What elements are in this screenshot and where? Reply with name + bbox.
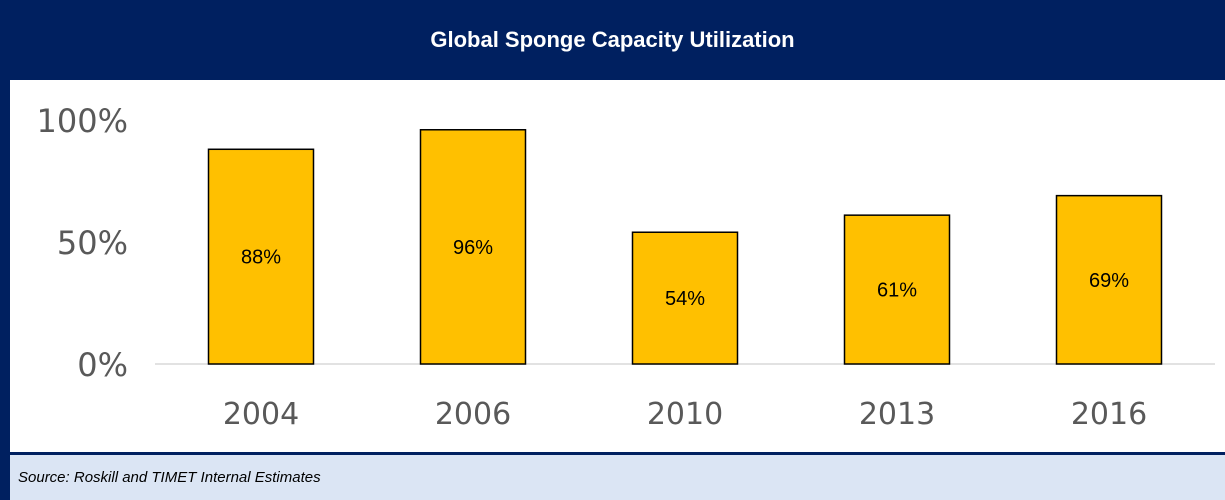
bar-chart: 0%50%100% 88% 96%54% 61% 69% 2004 2006 2010 20…: [37, 102, 1215, 432]
data-label: 69%: [1089, 270, 1129, 292]
bar: [631, 231, 739, 365]
y-tick-label: 100%: [37, 102, 128, 140]
data-label: 96%: [453, 237, 493, 259]
x-tick-label: 2013: [859, 397, 935, 432]
chart-title: Global Sponge Capacity Utilization: [430, 27, 795, 52]
x-tick-label: 2010: [647, 397, 723, 432]
x-tick-label: 2004: [223, 397, 299, 432]
x-tick-label: 2016: [1071, 397, 1147, 432]
bars: [207, 129, 1163, 365]
data-labels: 88% 96% 54% 61% 69%: [241, 237, 1129, 310]
plot-area: 0% 50% 100% 88% 96% 54% 61% 69% 2004 2006 2010 20…: [10, 80, 1225, 452]
bar: [207, 148, 315, 365]
source-note: Source: Roskill and TIMET Internal Estim…: [10, 455, 1225, 500]
data-label: 61%: [877, 280, 917, 302]
x-axis-ticks: 2004 2006 2010 2013 2016: [223, 397, 1147, 432]
data-label: 88%: [241, 247, 281, 269]
bar: [419, 129, 527, 365]
bar: [1055, 194, 1163, 365]
bar: [843, 214, 951, 365]
y-tick-label: 50%: [57, 224, 128, 262]
y-tick-label: 0%: [77, 346, 128, 384]
data-label: 54%: [665, 288, 705, 310]
x-tick-label: 2006: [435, 397, 511, 432]
y-axis-ticks: 0% 50% 100%: [37, 102, 128, 384]
